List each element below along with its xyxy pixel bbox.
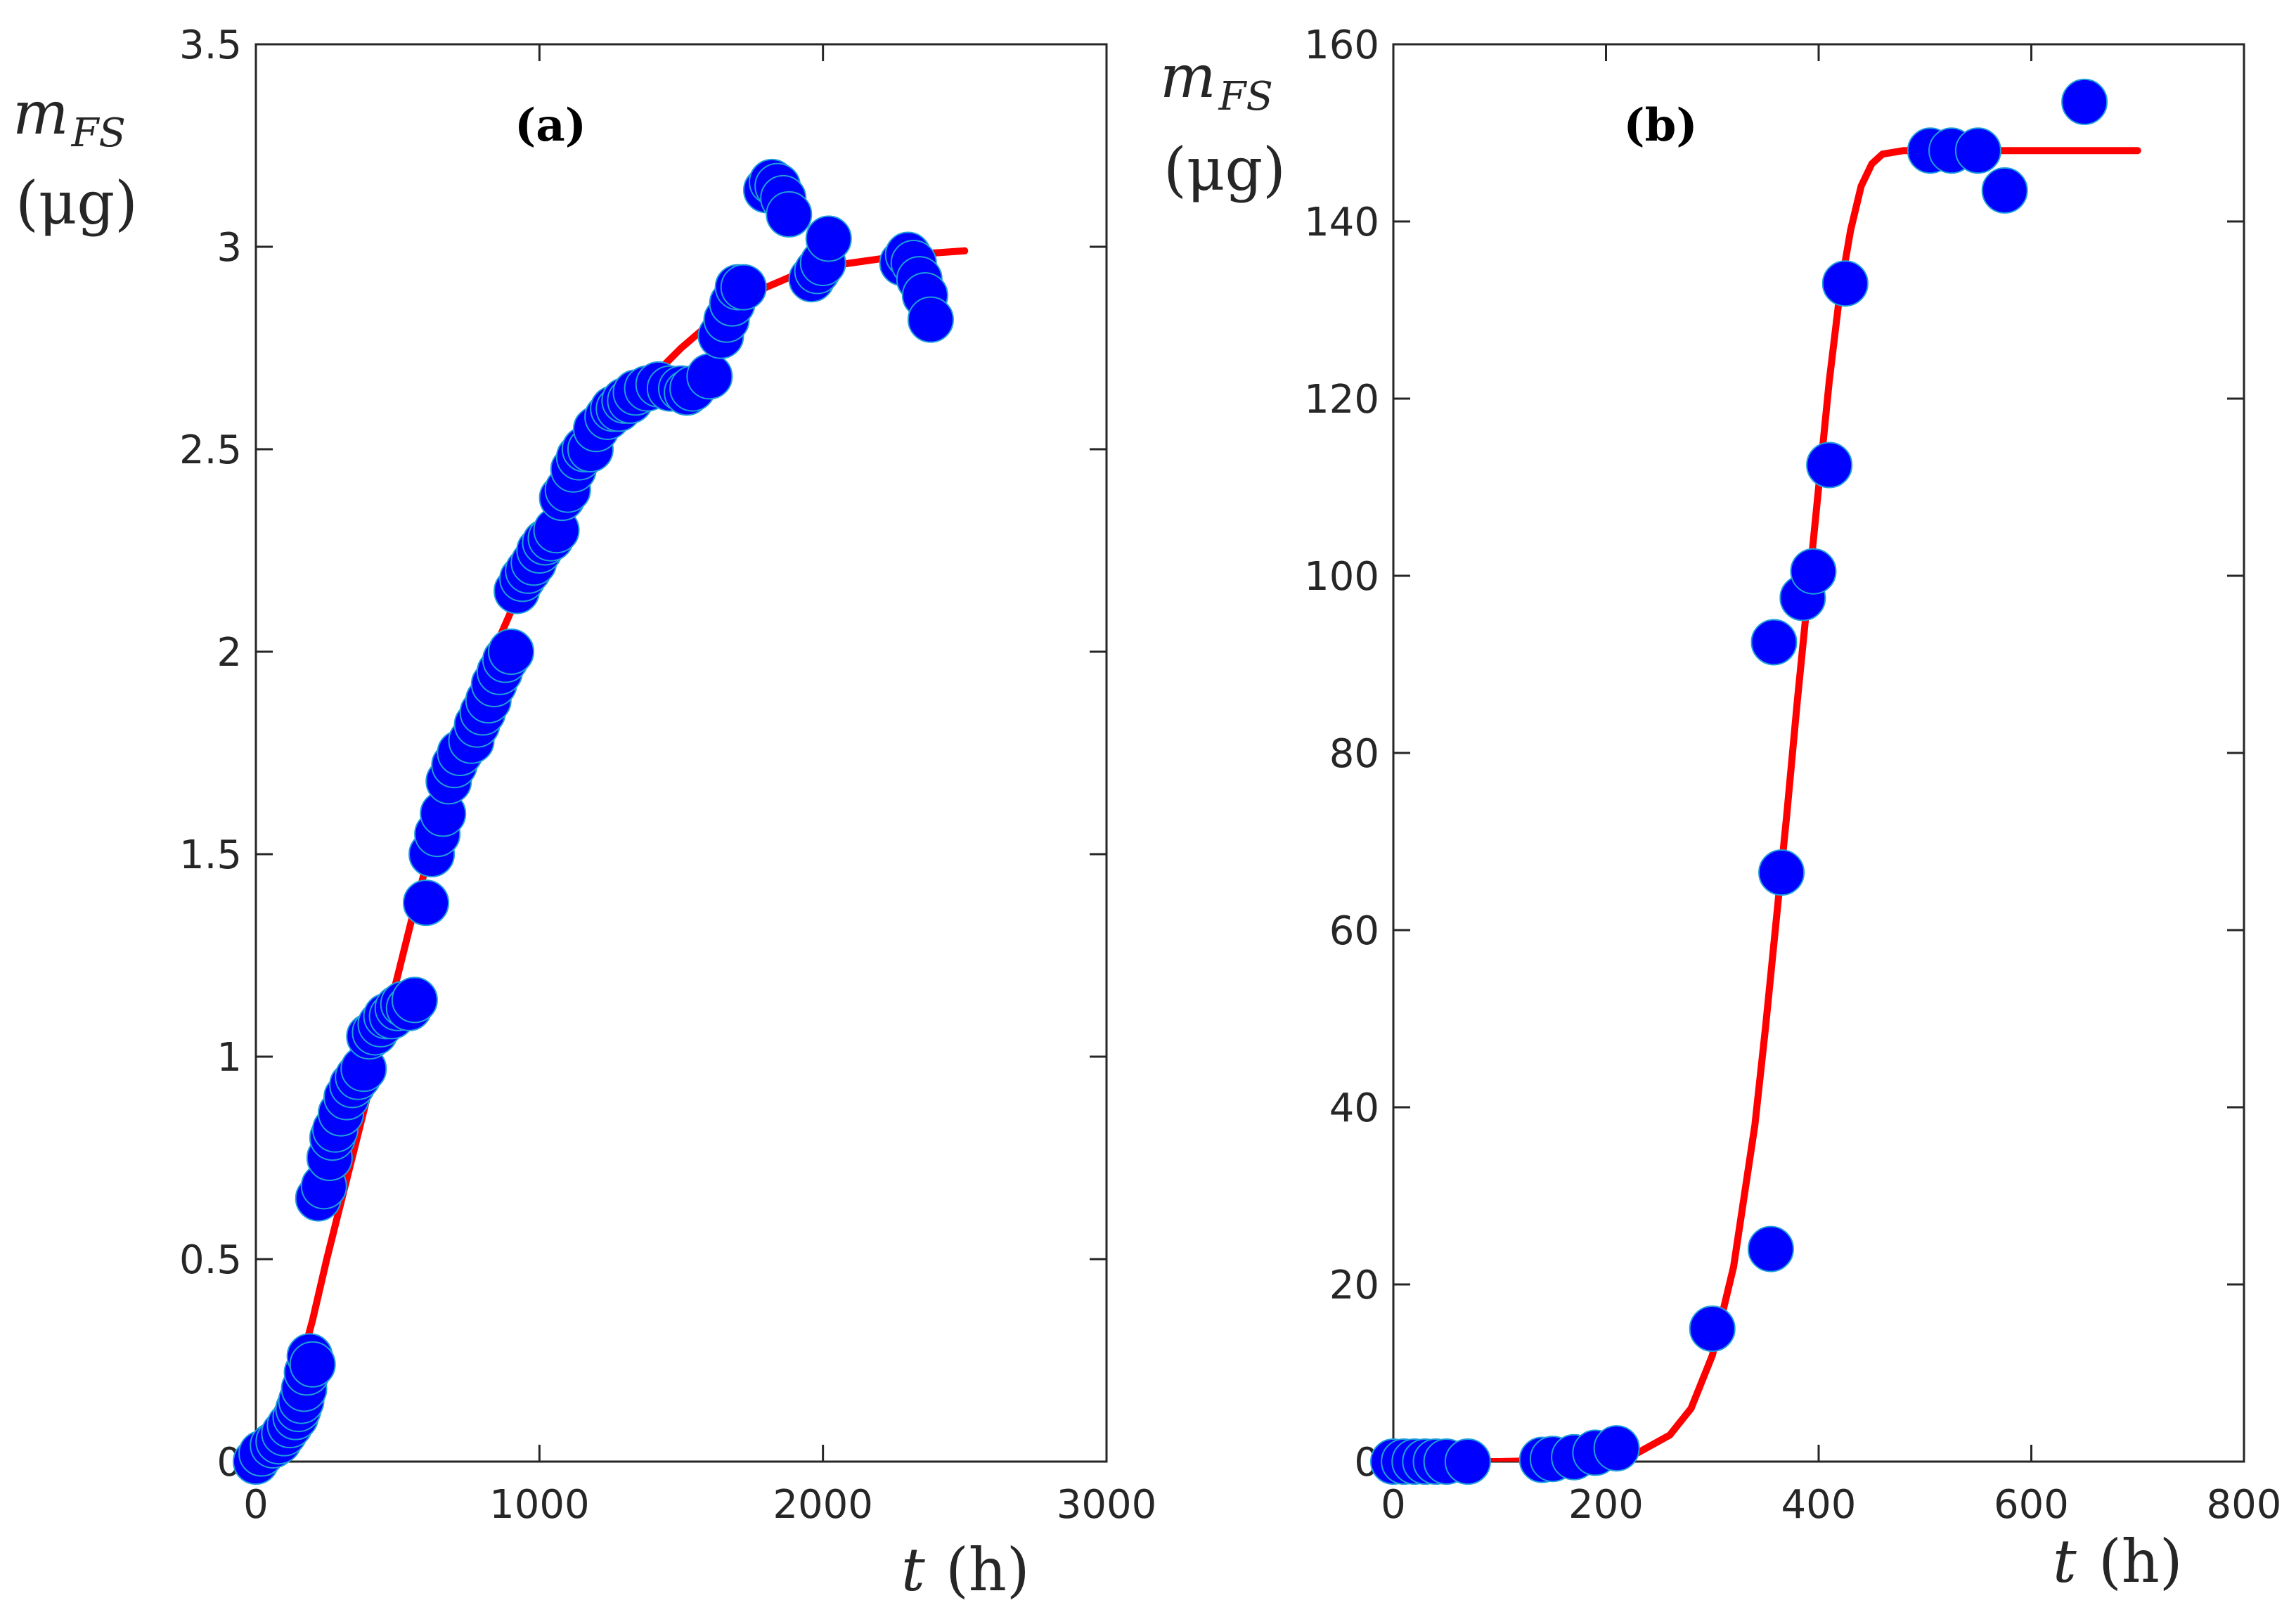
data-point-a-84 bbox=[766, 191, 813, 238]
y-label-unit-b: (μg) bbox=[1163, 135, 1286, 204]
data-points-b bbox=[1370, 78, 2108, 1485]
svg-text:mFS: mFS bbox=[13, 79, 126, 156]
x-label-unit-b: (h) bbox=[2098, 1527, 2183, 1596]
x-tick-label-a-3: 3000 bbox=[1057, 1482, 1157, 1528]
x-axis-label-b: t (h) bbox=[2053, 1527, 2183, 1596]
y-tick-label-a-7: 3.5 bbox=[179, 22, 242, 68]
y-tick-label-b-8: 160 bbox=[1304, 22, 1379, 68]
x-tick-label-a-2: 2000 bbox=[773, 1482, 873, 1528]
x-tick-labels-a: 0 1000 2000 3000 bbox=[243, 1482, 1156, 1528]
y-label-unit-a: (μg) bbox=[15, 169, 138, 238]
data-point-a-31 bbox=[391, 977, 438, 1024]
y-tick-label-b-2: 40 bbox=[1329, 1085, 1379, 1131]
data-point-a-32 bbox=[403, 879, 449, 927]
data-point-b-15 bbox=[1758, 849, 1805, 896]
data-point-a-79 bbox=[720, 264, 767, 311]
y-tick-label-b-4: 80 bbox=[1329, 731, 1379, 777]
x-label-var-b: t bbox=[2053, 1527, 2077, 1596]
tick-marks-a bbox=[254, 43, 1108, 1463]
data-point-a-94 bbox=[907, 296, 954, 343]
chart-panel-a: 0 1000 2000 3000 0 0.5 1 1.5 2 2.5 3 3.5 (a) mFS (… bbox=[13, 22, 1156, 1604]
data-point-b-12 bbox=[1689, 1306, 1736, 1352]
data-point-b-13 bbox=[1747, 1225, 1794, 1272]
y-label-var-a: m bbox=[13, 79, 69, 148]
data-point-b-22 bbox=[1954, 127, 2001, 174]
data-point-b-17 bbox=[1790, 548, 1837, 595]
data-point-b-23 bbox=[1981, 167, 2028, 214]
x-tick-label-b-4: 800 bbox=[2207, 1482, 2282, 1528]
data-points-a bbox=[233, 158, 954, 1485]
y-axis-label-a: mFS (μg) bbox=[13, 79, 138, 238]
y-tick-label-b-5: 100 bbox=[1304, 554, 1379, 600]
y-tick-label-b-6: 120 bbox=[1304, 377, 1379, 423]
x-tick-label-b-1: 200 bbox=[1568, 1482, 1644, 1528]
panel-title-b: (b) bbox=[1623, 99, 1697, 152]
y-tick-label-b-3: 60 bbox=[1329, 908, 1379, 954]
data-point-b-14 bbox=[1750, 619, 1798, 666]
y-tick-label-b-7: 140 bbox=[1304, 200, 1379, 245]
data-point-a-88 bbox=[805, 215, 852, 262]
y-label-sub-b: FS bbox=[1218, 74, 1273, 120]
y-tick-label-a-6: 3 bbox=[217, 225, 242, 271]
data-point-b-11 bbox=[1593, 1425, 1640, 1472]
x-tick-label-b-0: 0 bbox=[1381, 1482, 1406, 1528]
x-label-var-a: t bbox=[901, 1535, 925, 1604]
panel-title-a: (a) bbox=[515, 99, 586, 152]
x-tick-labels-b: 0 200 400 600 800 bbox=[1381, 1482, 2281, 1528]
svg-text:mFS: mFS bbox=[1160, 42, 1273, 120]
y-tick-label-a-4: 2 bbox=[217, 630, 242, 676]
y-tick-label-a-5: 2.5 bbox=[179, 427, 242, 473]
x-tick-label-a-0: 0 bbox=[243, 1482, 269, 1528]
data-point-a-74 bbox=[686, 353, 733, 400]
x-label-unit-a: (h) bbox=[946, 1535, 1030, 1604]
y-label-sub-a: FS bbox=[71, 110, 126, 156]
y-tick-label-a-2: 1 bbox=[217, 1035, 242, 1081]
x-tick-label-b-2: 400 bbox=[1781, 1482, 1857, 1528]
data-point-b-6 bbox=[1444, 1438, 1491, 1485]
data-point-b-18 bbox=[1806, 442, 1853, 489]
x-axis-label-a: t (h) bbox=[901, 1535, 1030, 1604]
x-tick-label-b-3: 600 bbox=[1994, 1482, 2069, 1528]
y-axis-label-b: mFS (μg) bbox=[1160, 42, 1286, 204]
y-tick-labels-a: 00.511.522.533.5 bbox=[179, 22, 242, 1486]
x-tick-label-a-1: 1000 bbox=[489, 1482, 590, 1528]
data-point-b-24 bbox=[2061, 78, 2108, 125]
y-tick-label-a-3: 1.5 bbox=[179, 832, 242, 878]
data-point-b-19 bbox=[1821, 260, 1869, 307]
data-point-a-46 bbox=[488, 629, 534, 675]
plot-area-frame-a bbox=[254, 43, 1108, 1463]
y-tick-label-a-1: 0.5 bbox=[179, 1237, 242, 1283]
data-point-a-12 bbox=[289, 1341, 336, 1388]
y-label-var-b: m bbox=[1160, 42, 1216, 111]
y-tick-label-b-1: 20 bbox=[1329, 1263, 1379, 1308]
